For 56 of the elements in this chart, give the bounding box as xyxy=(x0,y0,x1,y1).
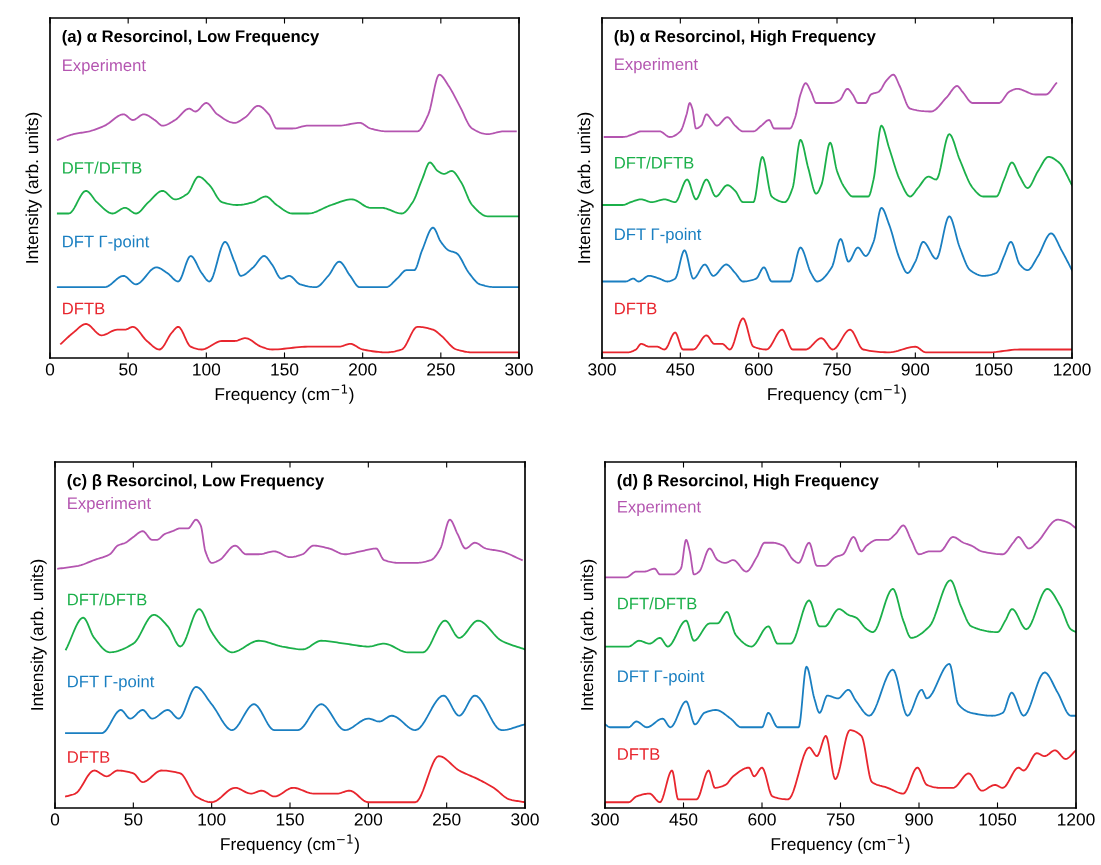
series-label: DFT/DFTB xyxy=(615,156,694,169)
x-tick-label: 200 xyxy=(354,813,383,826)
chart-title: (d) β Resorcinol, High Frequency xyxy=(617,474,879,490)
series-label: DFTB xyxy=(63,302,105,315)
series-label: DFT Γ-point xyxy=(63,235,150,251)
x-tick-label: 150 xyxy=(271,363,299,376)
x-tick-label: 450 xyxy=(666,363,695,376)
text: Experiment xyxy=(63,58,146,75)
series-label: DFTB xyxy=(618,748,660,760)
series-label: Experiment xyxy=(615,57,698,74)
series-label: DFT Γ-point xyxy=(68,675,155,691)
x-tick-label: 450 xyxy=(669,813,698,826)
series-label: Experiment xyxy=(68,496,151,513)
x-axis-title: Frequency (cm$^{−1}$) xyxy=(768,384,906,404)
series-label: DFTB xyxy=(615,302,657,315)
chart-title: (a) α Resorcinol, Low Frequency xyxy=(62,29,320,46)
x-tick-label: 250 xyxy=(427,363,455,376)
x-tick-label: 100 xyxy=(193,363,221,376)
x-tick-label: 50 xyxy=(124,813,143,826)
x-tick-label: 750 xyxy=(826,813,855,826)
x-tick-label: 1200 xyxy=(1054,363,1091,376)
x-tick-label: 600 xyxy=(748,813,776,826)
x-tick-label: 900 xyxy=(905,813,933,826)
x-tick-label: 1050 xyxy=(979,813,1017,826)
y-axis-title: Intensity (arb. units) xyxy=(580,559,597,710)
x-axis-title: Frequency (cm$^{−1}$) xyxy=(771,834,910,854)
x-tick-label: 1200 xyxy=(1058,813,1095,826)
x-tick-label: 300 xyxy=(591,813,619,826)
y-axis-title: Intensity (arb. units) xyxy=(25,112,42,263)
x-tick-label: 0 xyxy=(50,813,60,826)
chart-title: (b) α Resorcinol, High Frequency xyxy=(614,29,876,46)
series-label: DFT Γ-point xyxy=(618,669,705,686)
y-axis-title: Intensity (arb. units) xyxy=(577,112,594,263)
series-label: DFT/DFTB xyxy=(68,593,147,606)
chart-title: (c) β Resorcinol, Low Frequency xyxy=(67,474,325,490)
y-axis-title: Intensity (arb. units) xyxy=(30,559,47,710)
series-label: DFT/DFTB xyxy=(618,597,697,610)
series-label: DFT Γ-point xyxy=(615,227,702,244)
x-tick-label: 100 xyxy=(198,813,226,826)
x-tick-label: 200 xyxy=(349,363,377,376)
x-tick-label: 600 xyxy=(745,363,773,376)
x-tick-label: 300 xyxy=(588,363,616,376)
x-tick-label: 1050 xyxy=(975,363,1013,376)
x-tick-label: 300 xyxy=(505,363,533,376)
x-axis-title: Frequency (cm$^{−1}$) xyxy=(221,834,359,854)
series-label: DFT/DFTB xyxy=(63,161,142,174)
x-tick-label: 900 xyxy=(901,363,930,376)
series-label: DFTB xyxy=(68,751,110,763)
series-label: Experiment xyxy=(618,500,701,516)
x-tick-label: 750 xyxy=(823,363,851,376)
x-tick-label: 50 xyxy=(119,363,138,376)
x-axis-title: Frequency (cm$^{−1}$) xyxy=(215,384,354,404)
x-tick-label: 300 xyxy=(511,813,539,826)
x-tick-label: 250 xyxy=(433,813,461,826)
x-tick-label: 150 xyxy=(276,813,304,826)
x-tick-label: 0 xyxy=(45,363,55,376)
